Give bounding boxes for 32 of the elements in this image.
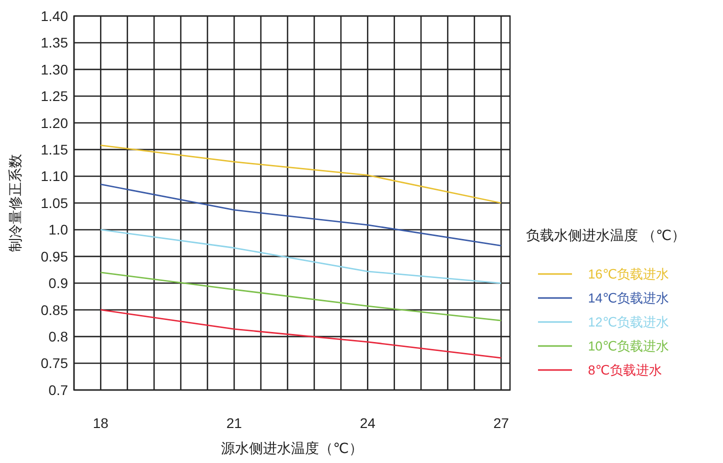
y-tick-label: 1.35 [40,34,68,51]
y-tick-label: 0.9 [48,275,68,292]
y-tick-label: 1.40 [40,8,68,24]
y-tick-label: 1.15 [40,141,68,158]
y-tick-label: 1.0 [48,222,68,238]
y-tick-label: 1.30 [40,61,68,78]
line-series [100,309,502,359]
x-tick-label: 18 [92,415,109,431]
line-series [100,229,502,284]
x-tick-label: 24 [360,415,376,431]
x-tick-label: 21 [226,415,242,431]
line-series [100,272,502,322]
legend-label: 8℃负载进水 [588,362,662,378]
y-tick-label: 0.8 [48,328,68,344]
y-axis-title: 制冷量修正系数 [7,154,23,252]
line-series [100,184,502,246]
line-series [100,144,502,204]
y-tick-label: 0.7 [48,382,68,398]
y-tick-label: 1.25 [40,88,68,104]
legend-title: 负载水侧进水温度 （℃） [526,227,686,243]
x-axis-title: 源水侧进水温度（℃） [221,440,363,456]
y-tick-label: 0.75 [40,355,68,372]
y-tick-label: 1.10 [40,168,68,184]
x-tick-label: 27 [493,415,510,431]
legend-label: 14℃负载进水 [588,290,670,306]
y-tick-label: 1.20 [40,114,68,131]
legend-label: 12℃负载进水 [588,314,670,330]
legend-label: 10℃负载进水 [588,338,670,354]
y-tick-label: 0.85 [40,302,68,318]
y-tick-label: 1.05 [40,194,68,211]
y-tick-label: 0.95 [40,248,68,264]
legend-label: 16℃负载进水 [588,266,670,282]
